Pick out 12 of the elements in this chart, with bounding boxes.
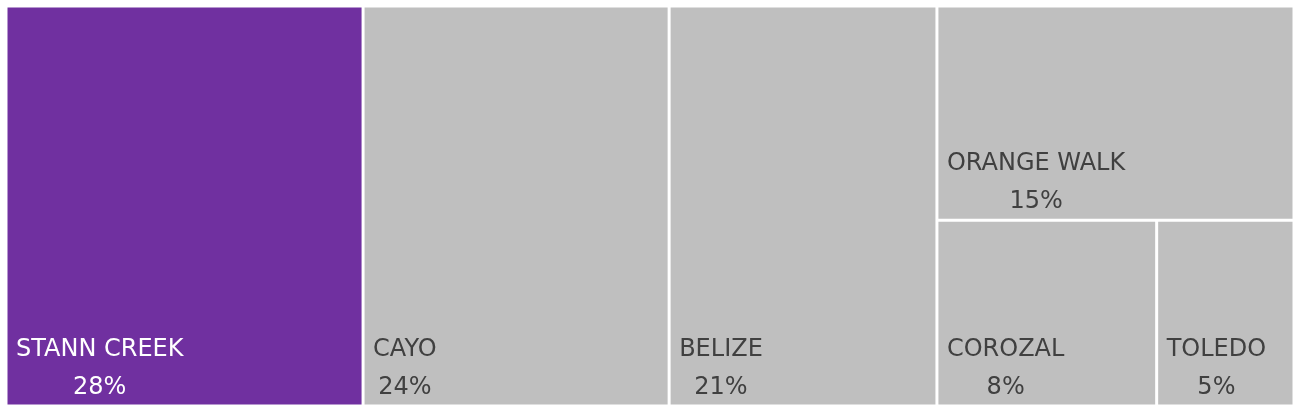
category-label: BELIZE	[679, 334, 763, 362]
category-label: TOLEDO	[1165, 334, 1267, 362]
data-label: 24%	[378, 372, 432, 400]
data-label: 21%	[694, 372, 748, 400]
category-label: CAYO	[373, 334, 437, 362]
category-label: COROZAL	[946, 334, 1065, 362]
category-label: ORANGE WALK	[946, 148, 1127, 177]
data-label: 28%	[73, 372, 127, 400]
data-label: 5%	[1197, 372, 1236, 400]
data-label: 8%	[986, 372, 1025, 400]
category-label: STANN CREEK	[16, 334, 185, 362]
data-label: 15%	[1009, 186, 1063, 215]
